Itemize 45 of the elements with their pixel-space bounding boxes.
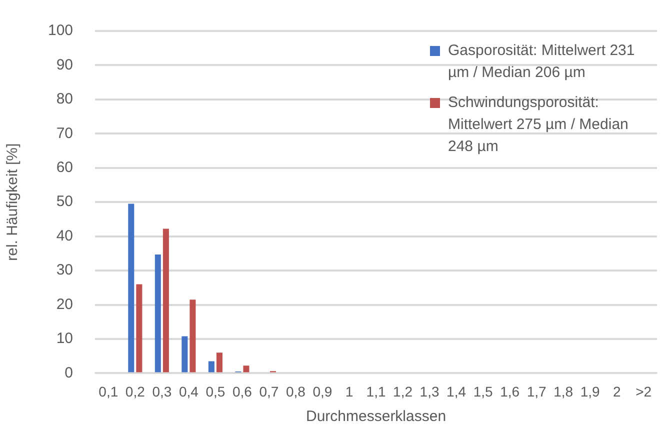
x-tick-label: 2 (612, 383, 621, 400)
bar (154, 254, 161, 372)
x-tick-label: 0,8 (286, 383, 306, 400)
x-tick-label: 0,7 (259, 383, 279, 400)
x-tick-label: 1,7 (526, 383, 547, 400)
bar (208, 361, 214, 372)
x-tick-label: 1,4 (446, 383, 466, 400)
x-axis-title: Durchmesserklassen (306, 408, 446, 426)
x-tick-label: 0,5 (206, 383, 226, 400)
bar (216, 352, 222, 372)
x-tick-label: 1,1 (366, 383, 386, 400)
x-tick-label: 0,9 (312, 383, 332, 400)
y-tick-label: 60 (56, 159, 74, 176)
bar (243, 366, 250, 372)
y-tick-label: 0 (64, 364, 74, 382)
x-tick-label: 1,9 (580, 383, 600, 400)
legend-label: Gasporosität: Mittelwert 231 µm / Median 206 µm (448, 41, 636, 83)
x-tick-label: 1,2 (393, 383, 413, 400)
x-tick-label: 1 (345, 383, 354, 400)
x-tick-label: 0,6 (232, 383, 252, 400)
x-tick-label: 1,3 (420, 383, 440, 400)
bar (190, 300, 196, 372)
y-tick-label: 70 (56, 124, 74, 142)
x-tick-label: 0,3 (152, 383, 172, 400)
x-tick-label: 1,6 (500, 383, 520, 400)
bar (136, 284, 142, 372)
y-tick-label: 10 (56, 330, 74, 348)
x-tick-label: >2 (636, 383, 652, 400)
y-tick-label: 50 (56, 193, 74, 210)
x-tick-label: 1,5 (473, 383, 493, 400)
y-tick-label: 40 (56, 227, 74, 244)
y-tick-label: 30 (56, 262, 74, 279)
bar (182, 336, 188, 372)
legend-label: Schwindungsporosität: Mittelwert 275 µm / Median 248 µm (448, 93, 630, 157)
x-tick-label: 0,4 (178, 383, 199, 400)
x-tick-label: 0,1 (98, 383, 118, 400)
y-tick-label: 80 (56, 90, 74, 108)
bar (128, 204, 134, 372)
bar (162, 228, 169, 372)
y-tick-label: 90 (56, 56, 74, 74)
y-tick-label: 20 (56, 296, 74, 313)
y-axis-title: rel. Häufigkeit [%] (4, 143, 22, 261)
x-tick-label: 0,2 (125, 383, 146, 400)
x-tick-label: 1,8 (554, 383, 574, 400)
y-tick-label: 100 (48, 22, 74, 40)
